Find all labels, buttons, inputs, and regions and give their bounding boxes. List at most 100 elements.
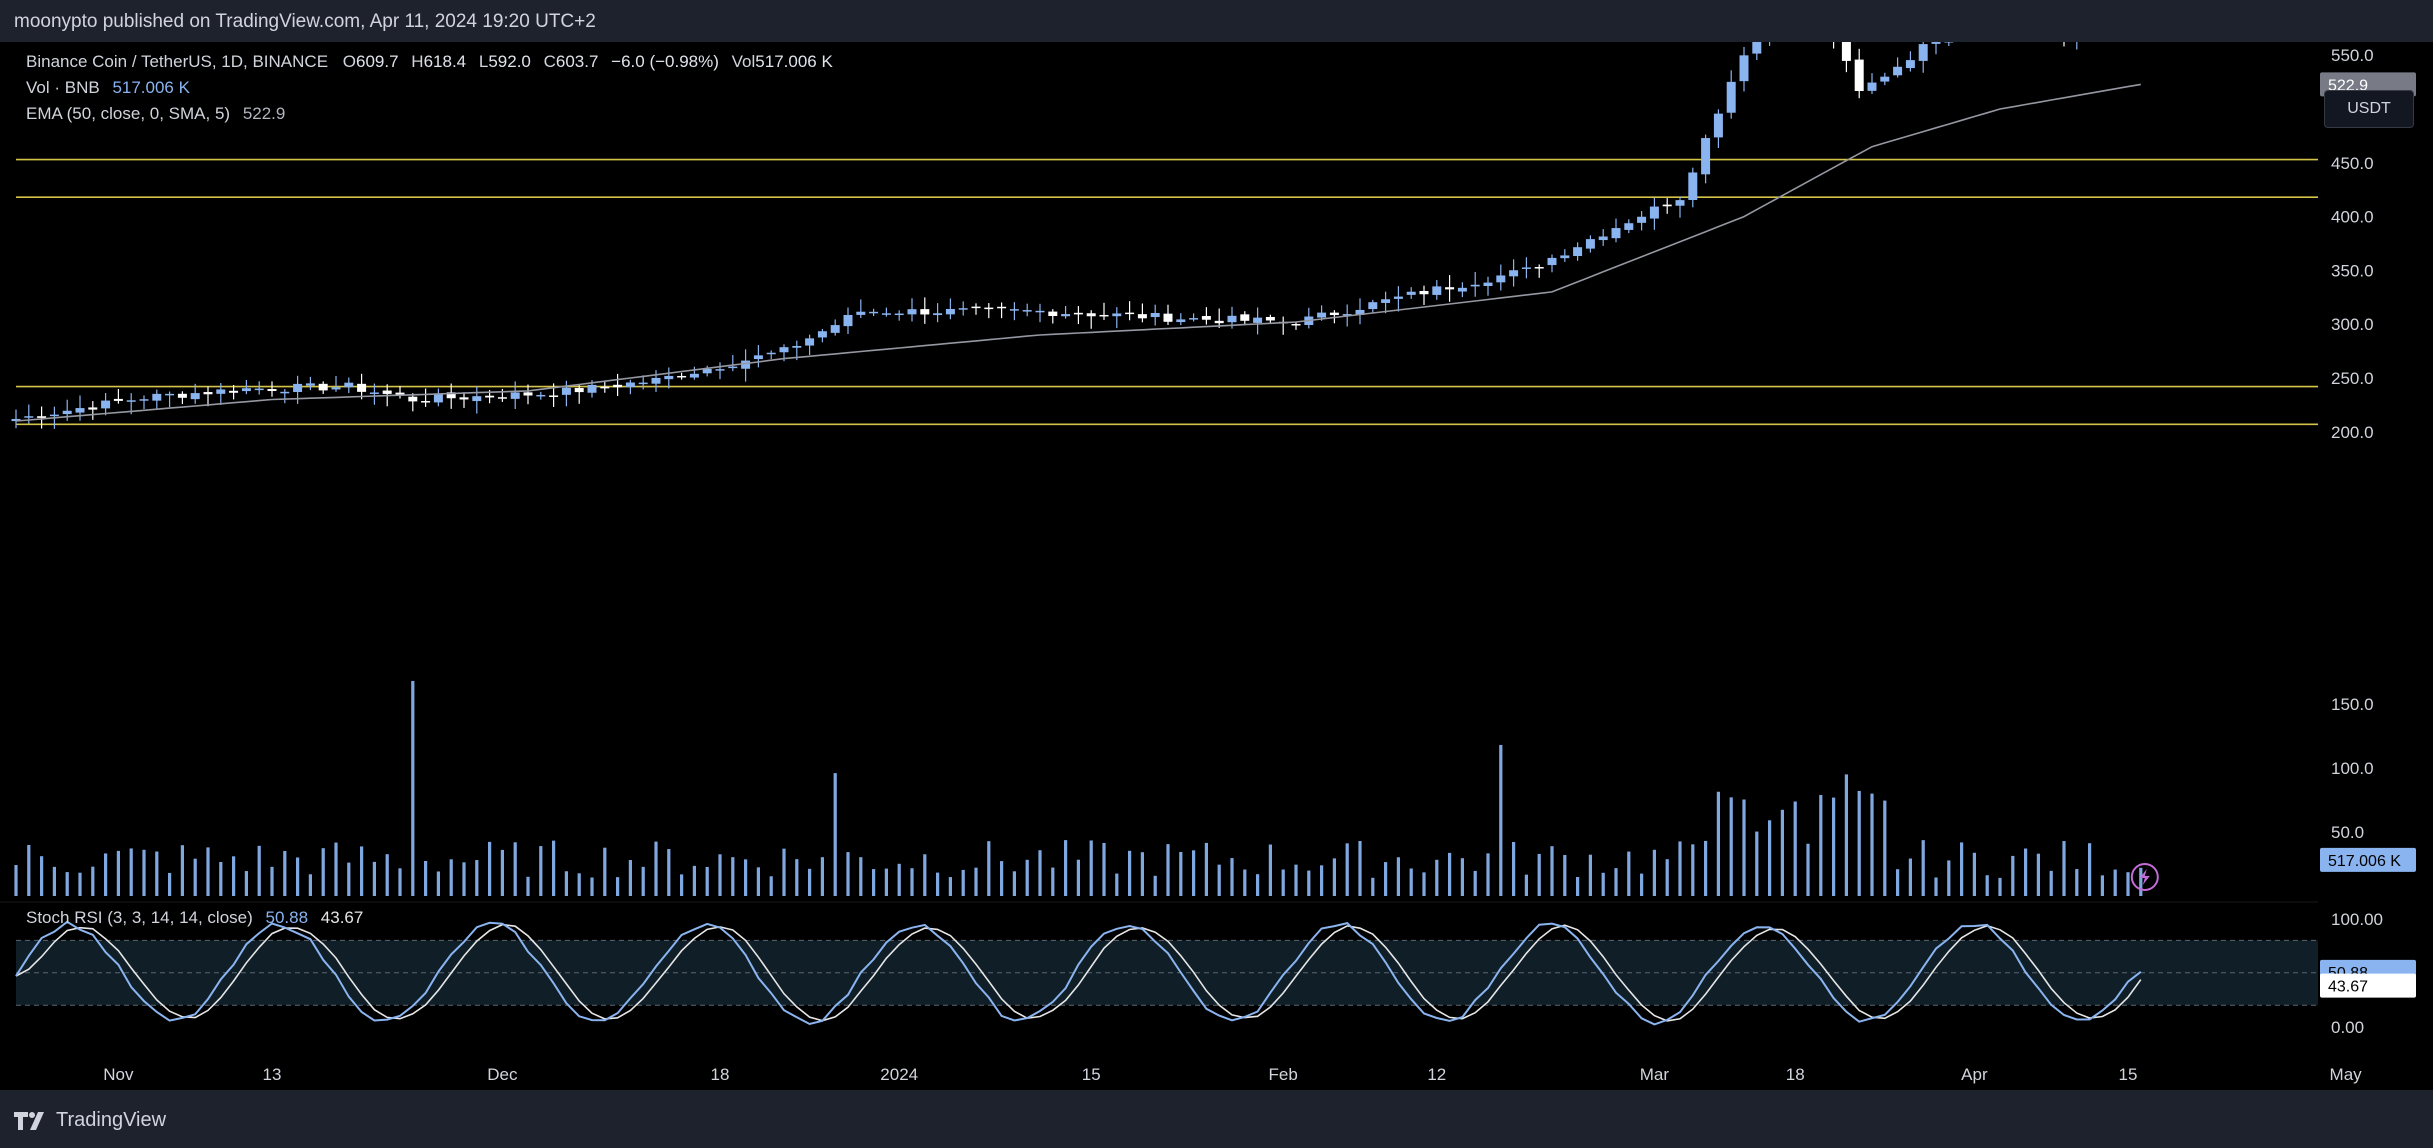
volume-bar (1960, 842, 1964, 896)
volume-bar (910, 868, 914, 896)
candle-body (805, 338, 815, 346)
volume-bar (1320, 865, 1324, 896)
volume-bar (1512, 842, 1516, 896)
volume-bar (1499, 744, 1503, 896)
volume-bar (78, 872, 82, 896)
volume-bar (1601, 872, 1605, 896)
y-tick-label: 250.0 (2331, 369, 2374, 388)
volume-bar (1857, 790, 1861, 896)
volume-bar (244, 871, 248, 896)
y-tick-label: 300.0 (2331, 315, 2374, 334)
volume-bar (1089, 840, 1093, 896)
candle-body (1509, 270, 1519, 277)
candle-body (1649, 206, 1659, 219)
candle-body (1944, 42, 1954, 43)
volume-bar (1166, 844, 1170, 896)
volume-bar (347, 862, 351, 896)
candle-body (1573, 247, 1583, 257)
candle-body (651, 377, 661, 384)
volume-bar (577, 873, 581, 896)
volume-legend[interactable]: Vol · BNB 517.006 K (26, 78, 190, 98)
x-tick-label: Nov (103, 1065, 134, 1084)
candle-body (779, 347, 789, 353)
volume-bar (206, 847, 210, 896)
candle-body (203, 392, 213, 395)
volume-bar (270, 866, 274, 896)
candle-body (600, 386, 610, 389)
volume-bar (1115, 873, 1119, 896)
candle-body (1585, 239, 1595, 249)
candle-body (408, 396, 418, 402)
open-value: 609.7 (356, 52, 399, 71)
volume-bar (731, 857, 735, 896)
volume-bar (628, 860, 632, 896)
candle-body (344, 382, 354, 388)
volume-bar (667, 849, 671, 896)
stoch-rsi-d-line (15, 923, 2142, 1022)
volume-bar (398, 868, 402, 896)
volume-bar (65, 872, 69, 896)
chart-canvas[interactable]: 700.0650.0600.0550.0500.0450.0400.0350.0… (0, 42, 2433, 1090)
y-tick-label: 350.0 (2331, 261, 2374, 280)
volume-bar (795, 859, 799, 896)
volume-bar (744, 859, 748, 896)
candle-body (1534, 267, 1544, 269)
candle-body (1688, 172, 1698, 200)
candle-body (280, 391, 290, 394)
candle-body (945, 308, 955, 315)
volume-bar (1230, 858, 1234, 896)
candle-body (1381, 299, 1391, 303)
volume-bar (616, 877, 620, 896)
candle-body (869, 311, 879, 314)
symbol-title[interactable]: Binance Coin / TetherUS, 1D, BINANCE (26, 52, 329, 71)
ohlc-legend: Binance Coin / TetherUS, 1D, BINANCE O60… (26, 52, 833, 72)
y-tick-label: 400.0 (2331, 208, 2374, 227)
open-label: O (342, 52, 357, 71)
volume-bar (52, 866, 56, 896)
ema-legend[interactable]: EMA (50, close, 0, SMA, 5) 522.9 (26, 104, 285, 124)
candle-body (165, 393, 175, 396)
volume-bar (884, 868, 888, 896)
volume-bar (1102, 842, 1106, 896)
y-tick-label: 50.0 (2331, 823, 2364, 842)
volume-bar (449, 859, 453, 896)
volume-bar (1307, 870, 1311, 896)
candle-body (459, 397, 469, 400)
candle-body (1329, 312, 1339, 316)
volume-bar (1819, 795, 1823, 896)
volume-bar (872, 869, 876, 896)
volume-bar (1281, 869, 1285, 896)
candle-body (1240, 314, 1250, 321)
y-tick-label: 550.0 (2331, 46, 2374, 65)
volume-bar (1268, 844, 1272, 896)
candle-body (229, 390, 239, 393)
volume-bar (1025, 859, 1029, 896)
volume-bar (1870, 793, 1874, 896)
volume-bar (923, 854, 927, 896)
volume-bar (1921, 840, 1925, 896)
volume-bar (308, 874, 312, 896)
candle-body (613, 384, 623, 388)
vol-label: Vol (731, 52, 756, 71)
publisher-info: moonypto published on TradingView.com, A… (14, 11, 596, 32)
volume-bar (692, 865, 696, 896)
volume-bar (40, 856, 44, 896)
candle-body (1253, 317, 1263, 323)
volume-bar (129, 848, 133, 896)
chart-area[interactable]: 700.0650.0600.0550.0500.0450.0400.0350.0… (0, 42, 2433, 1090)
candle-body (1112, 313, 1122, 317)
volume-bar (590, 877, 594, 896)
volume-bar (1486, 853, 1490, 896)
volume-bar (1000, 861, 1004, 896)
currency-button[interactable]: USDT (2324, 90, 2414, 128)
volume-bar (1243, 869, 1247, 896)
volume-bar (1384, 862, 1388, 896)
tradingview-logo[interactable]: TradingView (14, 1109, 166, 1132)
candle-body (1611, 228, 1621, 239)
candle-body (625, 382, 635, 388)
volume-bar (1038, 850, 1042, 896)
volume-bar (360, 846, 364, 896)
stoch-rsi-legend[interactable]: Stoch RSI (3, 3, 14, 14, close) 50.88 43… (26, 908, 363, 928)
candle-body (139, 399, 149, 401)
volume-bar (1652, 849, 1656, 896)
